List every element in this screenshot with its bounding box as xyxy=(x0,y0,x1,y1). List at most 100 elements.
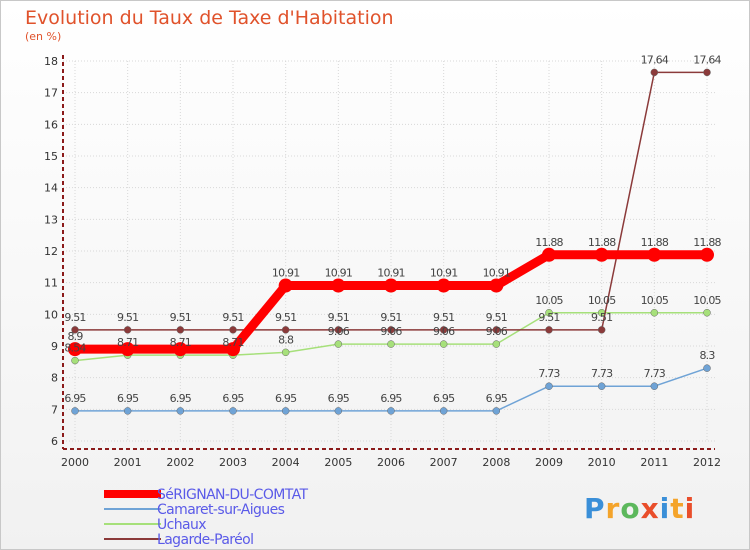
data-label: 6.95 xyxy=(486,392,508,405)
series-point xyxy=(387,326,395,334)
series-point xyxy=(281,326,290,334)
data-label: 11.88 xyxy=(588,236,616,249)
series-point xyxy=(542,247,556,262)
y-tick-label: 7 xyxy=(51,403,58,416)
series-point xyxy=(489,278,504,293)
data-label: 10.91 xyxy=(483,267,511,280)
y-tick-label: 16 xyxy=(44,118,58,131)
series-point xyxy=(176,326,185,334)
data-label: 9.51 xyxy=(117,311,138,324)
series-point xyxy=(71,356,79,365)
x-tick-label: 2000 xyxy=(61,456,89,469)
series-point xyxy=(226,342,240,357)
data-label: 6.95 xyxy=(222,392,244,405)
x-tick-label: 2002 xyxy=(166,456,194,469)
data-label: 9.51 xyxy=(538,311,559,324)
data-label: 8.8 xyxy=(278,333,294,346)
series-point xyxy=(597,326,606,334)
series-point xyxy=(594,247,609,262)
data-label: 17.64 xyxy=(693,53,721,66)
series-point xyxy=(436,278,451,293)
data-label: 17.64 xyxy=(641,53,669,66)
data-label: 9.51 xyxy=(328,311,349,324)
axes: 6 7 8 9 10 11 12 13 14 15 16 17 18 2000 2001 2002 2003 20… xyxy=(44,55,721,469)
x-tick-label: 2012 xyxy=(693,456,721,469)
series-point xyxy=(334,340,343,348)
y-tick-label: 14 xyxy=(44,182,58,195)
x-tick-label: 2010 xyxy=(588,456,616,469)
data-label: 8.71 xyxy=(170,336,191,349)
data-label: 10.91 xyxy=(325,267,353,280)
series-point xyxy=(229,326,237,334)
y-tick-label: 13 xyxy=(44,213,58,226)
x-tick-label: 2006 xyxy=(377,456,405,469)
series-point xyxy=(384,278,398,293)
logo-letter: i xyxy=(684,492,696,525)
data-label: 9.51 xyxy=(486,311,507,324)
series-point xyxy=(647,247,662,262)
data-label: 8.3 xyxy=(699,349,715,362)
series-point xyxy=(281,348,290,357)
data-label: 10.05 xyxy=(693,294,721,307)
y-tick-label: 9 xyxy=(51,340,58,353)
series-point xyxy=(281,407,290,415)
series-point xyxy=(123,407,132,415)
legend-label: Uchaux xyxy=(157,517,206,533)
logo-letter: t xyxy=(670,492,685,525)
y-tick-label: 11 xyxy=(44,277,58,290)
data-label: 11.88 xyxy=(693,236,721,249)
series-point xyxy=(176,407,185,415)
data-label: 9.51 xyxy=(64,311,85,324)
series-point xyxy=(439,340,448,348)
series-point xyxy=(68,342,82,357)
data-label: 11.88 xyxy=(641,236,669,249)
data-label: 9.06 xyxy=(433,325,455,338)
series-point xyxy=(334,407,343,415)
series-point xyxy=(331,278,346,293)
series-point xyxy=(71,407,79,415)
y-tick-label: 15 xyxy=(44,150,58,163)
logo-letter: o xyxy=(620,492,641,525)
series-point xyxy=(545,382,553,390)
series-point xyxy=(387,407,395,415)
data-label: 8.71 xyxy=(222,336,243,349)
series-point xyxy=(492,326,501,334)
series-point xyxy=(173,342,188,357)
logo-letter: r xyxy=(605,492,621,525)
data-label: 6.95 xyxy=(380,392,402,405)
data-label: 10.91 xyxy=(430,267,458,280)
series-point xyxy=(71,326,79,334)
logo-letter: i xyxy=(659,492,671,525)
data-label: 7.73 xyxy=(538,367,560,380)
x-tick-label: 2007 xyxy=(430,456,458,469)
data-label: 9.51 xyxy=(433,311,454,324)
data-label: 10.05 xyxy=(535,294,563,307)
series-point xyxy=(278,278,293,293)
series-point xyxy=(439,407,448,415)
data-label: 9.51 xyxy=(275,311,296,324)
data-label: 8.9 xyxy=(67,330,83,343)
chart-title: Evolution du Taux de Taxe d'Habitation xyxy=(25,7,394,29)
data-label: 8.54 xyxy=(64,342,86,355)
data-label: 10.05 xyxy=(588,294,616,307)
data-label: 9.51 xyxy=(170,311,191,324)
x-tick-label: 2003 xyxy=(219,456,247,469)
data-label: 7.73 xyxy=(591,367,613,380)
series-point xyxy=(703,364,711,372)
series-point xyxy=(492,407,501,415)
series-point xyxy=(545,309,553,317)
series-point xyxy=(120,342,135,357)
data-label: 6.95 xyxy=(64,392,86,405)
proxiti-logo: Proxiti xyxy=(584,492,695,525)
data-label: 9.51 xyxy=(591,311,612,324)
data-label: 6.95 xyxy=(275,392,297,405)
series-point xyxy=(700,247,714,262)
series-point xyxy=(545,326,553,334)
series xyxy=(68,68,714,415)
y-tick-label: 12 xyxy=(44,245,58,258)
series-point xyxy=(492,340,501,348)
series-point xyxy=(597,382,606,390)
data-label: 7.73 xyxy=(644,367,666,380)
